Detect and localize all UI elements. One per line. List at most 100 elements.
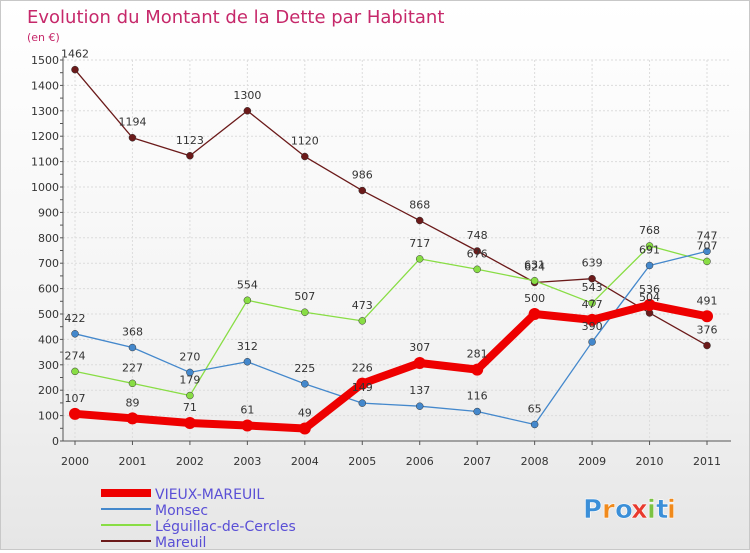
data-label: 312: [237, 340, 258, 353]
y-tick-label: 900: [38, 206, 59, 219]
data-point: [530, 420, 539, 429]
data-point: [703, 257, 711, 266]
data-label: 149: [352, 381, 373, 394]
data-label: 281: [467, 348, 488, 361]
data-label: 390: [582, 320, 603, 333]
data-point: [528, 308, 541, 320]
chart-subtitle: (en €): [27, 31, 60, 44]
legend-label: Léguillac-de-Cercles: [155, 519, 296, 535]
data-label: 274: [65, 349, 86, 362]
data-label: 270: [179, 350, 200, 363]
data-label: 116: [467, 390, 488, 403]
data-point: [415, 402, 424, 410]
series-line-Léguillac-de-Cercles: [74, 245, 708, 397]
data-point: [358, 399, 367, 407]
legend-label: Monsec: [155, 503, 208, 519]
y-tick-label: 800: [38, 232, 59, 245]
logo-letter: i: [647, 495, 656, 525]
legend: VIEUX-MAREUILMonsecLéguillac-de-CerclesM…: [101, 487, 296, 551]
y-tick-label: 500: [38, 308, 59, 321]
y-tick-label: 300: [38, 359, 59, 372]
data-label: 227: [122, 361, 143, 374]
data-label: 107: [65, 392, 86, 405]
data-label: 225: [294, 362, 315, 375]
data-point: [358, 186, 367, 195]
data-label: 717: [409, 237, 430, 250]
data-label: 65: [528, 402, 542, 415]
data-label: 986: [352, 169, 373, 182]
data-point: [586, 313, 599, 326]
data-label: 376: [697, 323, 718, 336]
data-point: [71, 367, 79, 376]
logo-letter: i: [667, 495, 676, 525]
data-point: [69, 407, 81, 420]
x-tick-label: 2001: [118, 455, 146, 468]
data-point: [415, 216, 424, 225]
data-point: [473, 247, 481, 255]
series-line-VIEUX-MAREUIL: [71, 300, 711, 433]
data-point: [471, 363, 484, 376]
data-label: 868: [409, 199, 430, 212]
data-point: [588, 299, 596, 307]
y-tick-label: 600: [38, 283, 59, 296]
chart-title: Evolution du Montant de la Dette par Hab…: [27, 7, 444, 28]
data-point: [71, 65, 79, 74]
data-point: [128, 343, 137, 352]
y-tick-label: 1500: [31, 54, 59, 67]
data-point: [415, 255, 424, 263]
data-label: 71: [183, 401, 197, 414]
series-line-Mareuil: [74, 69, 708, 347]
data-label: 1462: [61, 48, 89, 61]
legend-label: VIEUX-MAREUIL: [155, 487, 264, 503]
data-point: [298, 422, 311, 435]
data-point: [643, 298, 656, 311]
data-label: 624: [524, 261, 545, 274]
data-label: 89: [125, 396, 139, 409]
data-point: [186, 152, 194, 160]
data-point: [473, 407, 481, 416]
data-label: 1300: [233, 89, 261, 102]
data-label: 500: [524, 292, 545, 305]
x-tick-label: 2011: [693, 455, 721, 468]
data-label: 1194: [118, 116, 146, 129]
data-point: [241, 419, 254, 432]
data-label: 491: [697, 294, 718, 307]
x-tick-label: 2005: [348, 455, 376, 468]
x-tick-label: 2000: [61, 455, 89, 468]
x-tick-label: 2006: [406, 455, 434, 468]
data-point: [701, 310, 713, 323]
data-label: 707: [697, 239, 718, 252]
data-point: [473, 265, 481, 274]
x-tick-label: 2004: [291, 455, 319, 468]
logo-letter: t: [656, 495, 668, 525]
data-label: 61: [240, 404, 254, 417]
data-point: [186, 368, 194, 377]
data-point: [588, 338, 596, 346]
data-label: 676: [467, 247, 488, 260]
data-point: [71, 330, 79, 338]
data-point: [413, 357, 426, 370]
data-label: 49: [298, 407, 312, 420]
data-point: [243, 358, 252, 366]
legend-label: Mareuil: [155, 535, 206, 549]
grid: [63, 59, 731, 441]
logo-letter: o: [615, 495, 633, 525]
data-label: 554: [237, 278, 258, 291]
series-line-Monsec: [74, 250, 708, 426]
x-tick-label: 2003: [233, 455, 261, 468]
data-label: 422: [65, 312, 86, 325]
data-label: 543: [582, 281, 603, 294]
data-label: 768: [639, 224, 660, 237]
data-point: [186, 391, 194, 400]
data-label: 748: [467, 229, 488, 242]
y-tick-label: 100: [38, 410, 59, 423]
data-label: 1123: [176, 134, 204, 147]
data-point: [126, 412, 139, 425]
data-label: 504: [639, 291, 660, 304]
data-point: [128, 133, 137, 142]
x-tick-label: 2010: [636, 455, 664, 468]
y-tick-label: 1100: [31, 156, 59, 169]
